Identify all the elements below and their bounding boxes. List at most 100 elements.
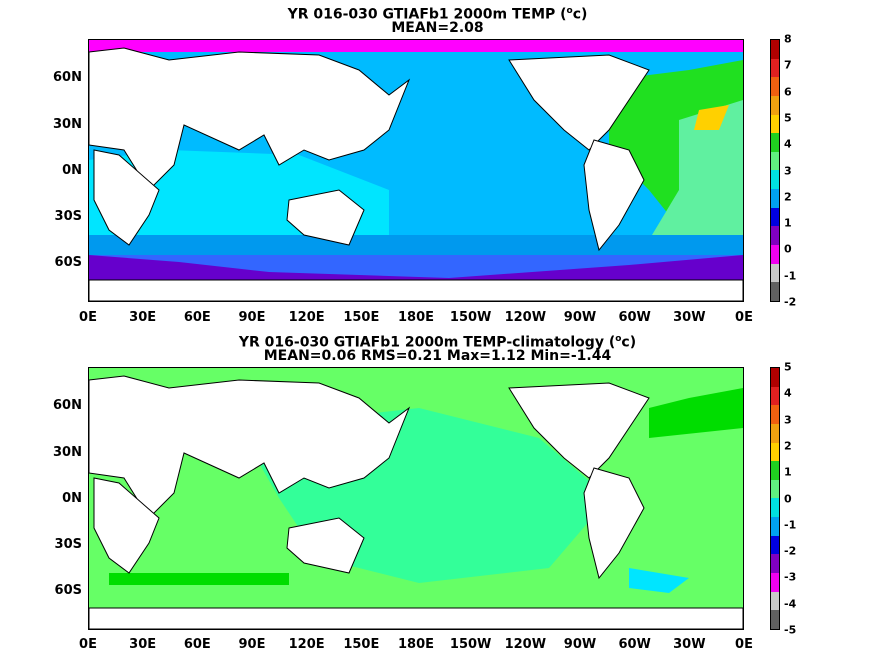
- bottom-colorbar: [770, 367, 780, 630]
- bottom-colorbar-tick: -4: [784, 597, 797, 611]
- bottom-lon-label: 180E: [397, 637, 435, 652]
- top-lon-label: 0E: [79, 310, 97, 325]
- top-colorbar-tick: 8: [784, 32, 792, 46]
- bottom-colorbar-segment: [771, 479, 779, 499]
- bottom-colorbar-tick: -5: [784, 623, 797, 637]
- top-colorbar-segment: [771, 151, 779, 171]
- bottom-colorbar-segment: [771, 573, 779, 592]
- bottom-panel-stats: MEAN=0.06 RMS=0.21 Max=1.12 Min=-1.44: [263, 348, 612, 364]
- top-colorbar-segment: [771, 170, 779, 190]
- bottom-lon-label: 0E: [735, 637, 753, 652]
- bottom-colorbar-segment: [771, 405, 779, 424]
- top-atlantic-hot: [694, 105, 729, 130]
- bottom-colorbar-segment: [771, 461, 779, 480]
- bottom-title-unit-sup: o: [615, 334, 622, 344]
- top-lon-label: 30E: [129, 310, 157, 325]
- bottom-continents: [89, 375, 743, 629]
- top-lon-label: 30W: [673, 310, 706, 325]
- top-lon-label: 150W: [449, 310, 492, 325]
- top-lon-label: 60W: [618, 310, 651, 325]
- bottom-colorbar-tick: 5: [784, 360, 792, 374]
- bottom-colorbar-segment: [771, 554, 779, 574]
- bottom-lon-label: 0E: [79, 637, 97, 652]
- top-lon-label: 90W: [563, 310, 597, 325]
- bottom-lon-label: 120E: [288, 637, 325, 652]
- bottom-lon-label: 150E: [343, 637, 380, 652]
- top-colorbar-tick: 0: [784, 242, 792, 256]
- top-title-unit: c): [572, 6, 588, 23]
- top-polar-north: [89, 40, 743, 52]
- top-lat-30n: 30N: [53, 117, 82, 132]
- top-colorbar-tick: 4: [784, 137, 792, 151]
- bottom-colorbar-tick: 3: [784, 413, 792, 427]
- top-colorbar-segment: [771, 282, 779, 301]
- bottom-cyan-patch: [629, 568, 689, 593]
- top-continents: [89, 47, 743, 301]
- bottom-colorbar-tick: -2: [784, 544, 797, 558]
- top-lon-label: 150E: [343, 310, 380, 325]
- bottom-title-unit: c): [621, 334, 637, 351]
- top-colorbar-tick: 3: [784, 164, 792, 177]
- bottom-lon-label: 150W: [449, 637, 492, 652]
- top-title-text: YR 016-030 GTIAFb1 2000m TEMP (: [287, 6, 567, 23]
- bottom-strong-band: [109, 573, 289, 585]
- bottom-colorbar-tick: -3: [784, 570, 797, 584]
- bottom-map-field: [89, 368, 743, 629]
- top-colorbar-segment: [771, 189, 779, 208]
- top-south-atlantic: [649, 100, 743, 240]
- bottom-lon-label: 120W: [504, 637, 547, 652]
- top-colorbar-segment: [771, 77, 779, 96]
- top-lat-30s: 30S: [54, 209, 82, 224]
- top-panel-stats: MEAN=2.08: [391, 20, 484, 36]
- bottom-colorbar-segment: [771, 368, 779, 387]
- bottom-lon-label: 30W: [673, 637, 706, 652]
- top-colorbar: [770, 39, 780, 302]
- bottom-colorbar-segment: [771, 423, 779, 443]
- bottom-colorbar-tick: 0: [784, 492, 792, 505]
- bottom-lat-30s: 30S: [54, 537, 82, 552]
- bottom-colorbar-tick: 1: [784, 465, 792, 479]
- top-lon-label: 120E: [288, 310, 325, 325]
- top-colorbar-segment: [771, 207, 779, 227]
- top-lat-0n: 0N: [62, 163, 82, 178]
- top-lat-60n: 60N: [53, 70, 82, 85]
- bottom-lat-60n: 60N: [53, 398, 82, 413]
- top-lon-label: 0E: [735, 310, 753, 325]
- top-colorbar-tick: 2: [784, 190, 792, 204]
- top-colorbar-tick: 6: [784, 85, 792, 99]
- top-colorbar-tick: 1: [784, 216, 792, 230]
- bottom-colorbar-tick: 4: [784, 386, 792, 400]
- top-colorbar-segment: [771, 40, 779, 59]
- top-colorbar-segment: [771, 226, 779, 246]
- top-lon-label: 120W: [504, 310, 547, 325]
- bottom-lon-label: 60W: [618, 637, 651, 652]
- top-colorbar-tick: 7: [784, 58, 792, 72]
- top-colorbar-segment: [771, 263, 779, 283]
- bottom-lon-label: 90E: [238, 637, 266, 652]
- bottom-colorbar-segment: [771, 517, 779, 536]
- top-panel-title: YR 016-030 GTIAFb1 2000m TEMP (oc): [0, 3, 875, 23]
- bottom-lat-60s: 60S: [54, 583, 82, 598]
- bottom-lon-label: 60E: [183, 637, 211, 652]
- top-colorbar-segment: [771, 133, 779, 152]
- bottom-map: [88, 367, 744, 630]
- top-lat-60s: 60S: [54, 255, 82, 270]
- bottom-colorbar-segment: [771, 442, 779, 462]
- top-map-field: [89, 40, 743, 301]
- bottom-panel-title: YR 016-030 GTIAFb1 2000m TEMP-climatolog…: [0, 331, 875, 351]
- bottom-colorbar-segment: [771, 610, 779, 629]
- bottom-colorbar-segment: [771, 535, 779, 555]
- top-title-unit-sup: o: [566, 6, 573, 16]
- top-colorbar-tick: -1: [784, 269, 797, 283]
- bottom-colorbar-segment: [771, 591, 779, 611]
- bottom-lon-label: 30E: [129, 637, 157, 652]
- top-colorbar-tick: -2: [784, 295, 797, 309]
- bottom-lon-label: 90W: [563, 637, 597, 652]
- top-lon-label: 180E: [397, 310, 435, 325]
- top-map: [88, 39, 744, 302]
- bottom-lat-0n: 0N: [62, 491, 82, 506]
- top-lon-label: 90E: [238, 310, 266, 325]
- bottom-title-text: YR 016-030 GTIAFb1 2000m TEMP-climatolog…: [238, 334, 616, 351]
- bottom-colorbar-segment: [771, 386, 779, 406]
- bottom-colorbar-segment: [771, 498, 779, 518]
